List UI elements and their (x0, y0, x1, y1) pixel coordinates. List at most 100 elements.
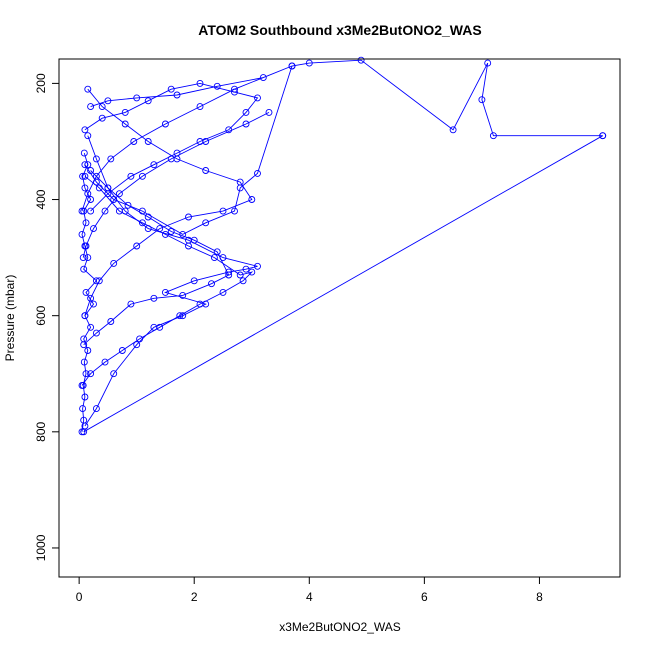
data-point (84, 347, 92, 354)
data-point (161, 120, 169, 128)
data-point (92, 172, 100, 180)
series-line-0 (81, 152, 98, 432)
data-point (84, 132, 92, 140)
data-point (78, 207, 86, 215)
data-point (190, 277, 198, 285)
data-point (84, 254, 92, 262)
data-point (305, 59, 313, 67)
x-tick-label: 6 (421, 590, 428, 604)
data-point (449, 126, 457, 134)
data-point (80, 149, 88, 157)
series-line-8 (81, 65, 293, 212)
data-point (213, 248, 221, 256)
data-point (210, 254, 218, 262)
series-line-6 (83, 170, 230, 346)
data-point (87, 370, 95, 378)
data-point (90, 300, 97, 308)
data-point (95, 277, 103, 285)
data-point (248, 268, 256, 276)
data-point (87, 323, 95, 331)
data-point (196, 300, 204, 308)
data-point (80, 341, 88, 349)
data-point (78, 230, 86, 238)
data-point (79, 254, 87, 262)
data-point (138, 172, 146, 180)
data-point (101, 358, 109, 366)
x-tick-label: 4 (306, 590, 313, 604)
data-point (219, 207, 227, 215)
data-point (219, 288, 227, 296)
data-point (81, 126, 89, 134)
data-point (288, 62, 296, 70)
data-point (87, 294, 95, 302)
data-point (80, 358, 88, 366)
data-point (115, 207, 123, 215)
data-point (101, 207, 109, 215)
data-point (84, 85, 92, 93)
data-point (202, 219, 210, 227)
data-point (138, 219, 146, 227)
data-point (82, 370, 90, 378)
data-point (95, 184, 103, 192)
data-point (104, 184, 112, 192)
data-point (190, 236, 198, 244)
data-point (161, 230, 169, 238)
y-tick-label: 200 (34, 73, 48, 93)
chart-title: ATOM2 Southbound x3Me2ButONO2_WAS (198, 22, 481, 38)
data-point (104, 97, 112, 105)
data-point (110, 196, 118, 203)
data-point (150, 161, 158, 169)
data-point (79, 405, 87, 413)
data-point (127, 300, 135, 308)
series-line-3 (83, 135, 603, 433)
plot-area (78, 56, 607, 436)
data-point (110, 370, 118, 378)
data-point (167, 85, 175, 93)
data-point (144, 213, 152, 221)
data-point (124, 201, 132, 209)
data-point (82, 219, 90, 227)
data-point (478, 96, 486, 104)
data-point (196, 79, 204, 87)
data-point (130, 138, 138, 145)
data-point (242, 120, 250, 128)
y-axis-label: Pressure (mbar) (3, 275, 17, 362)
data-point (484, 59, 492, 67)
data-point (208, 280, 215, 288)
data-point (87, 196, 95, 203)
data-point (196, 103, 204, 111)
data-point (107, 318, 115, 325)
data-point (87, 207, 95, 215)
y-tick-label: 1000 (34, 534, 48, 561)
y-tick-label: 600 (34, 305, 48, 325)
series-line-7 (84, 88, 253, 316)
x-tick-label: 8 (536, 590, 543, 604)
data-point (242, 265, 250, 273)
data-point (259, 74, 267, 82)
data-point (161, 288, 169, 296)
data-point (81, 312, 89, 320)
data-point (156, 225, 164, 233)
data-point (179, 291, 187, 299)
data-point (80, 428, 88, 436)
data-point (107, 155, 115, 163)
data-point (185, 242, 192, 250)
data-point (118, 347, 126, 354)
data-point (84, 190, 92, 198)
data-point (78, 381, 86, 389)
data-point (173, 91, 181, 99)
data-point (92, 329, 100, 337)
data-point (167, 228, 175, 235)
data-point (81, 184, 89, 192)
data-point (231, 207, 238, 215)
data-point (90, 225, 97, 233)
data-point (231, 85, 238, 93)
data-point (236, 271, 244, 279)
data-point (121, 108, 129, 116)
data-point (185, 213, 192, 221)
data-point (110, 259, 118, 267)
data-point (202, 167, 210, 174)
data-point (133, 242, 141, 250)
